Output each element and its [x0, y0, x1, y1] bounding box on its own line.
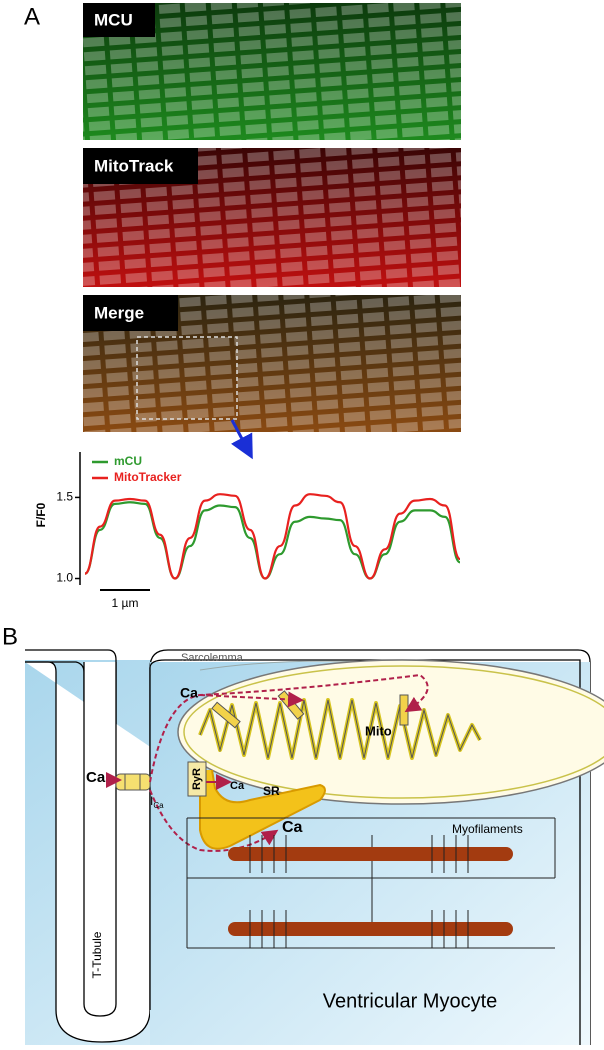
mcu-channel — [399, 694, 409, 726]
label-box — [83, 295, 178, 331]
image-label: MCU — [94, 10, 133, 29]
panel-label: B — [2, 623, 18, 650]
mcu-channel — [211, 701, 241, 729]
t-tubule-lumen — [84, 662, 116, 1012]
diagram-label: Mito — [365, 723, 392, 738]
line-chart: F/F0 1 µm 1.0 1.5 mCU MitoTracker — [34, 452, 462, 610]
diagram-label: ICa — [150, 794, 164, 810]
diagram-label: SR — [263, 784, 280, 798]
zoom-arrow — [230, 419, 253, 460]
filament-ticks — [249, 835, 469, 948]
thick-filament — [228, 847, 513, 861]
l-type-channel — [115, 773, 151, 791]
sarcoplasmic-reticulum — [199, 769, 326, 850]
t-tubule-wall — [83, 662, 117, 1017]
label-box — [83, 148, 198, 184]
scale-bar-label: 1 µm — [112, 596, 139, 610]
ica-subscript: Ca — [153, 801, 164, 810]
y-tick-label: 1.0 — [56, 571, 73, 585]
diagram-label: Ca — [86, 769, 106, 786]
ryr-box — [187, 761, 207, 797]
diagram-label: Ca — [180, 685, 198, 701]
series-line — [83, 501, 462, 580]
diagram-label: Ca — [230, 780, 245, 792]
diagram-label: RyR — [191, 768, 203, 790]
diagram-label: Ca — [282, 819, 303, 836]
thick-filament — [228, 922, 513, 936]
diagram-label: Ventricular Myocyte — [323, 990, 498, 1012]
legend-label: mCU — [114, 454, 142, 468]
ca-flux — [149, 789, 279, 852]
mito-membrane — [183, 665, 604, 799]
y-axis-label: F/F0 — [34, 502, 48, 527]
y-tick-label: 1.5 — [56, 490, 73, 504]
cristae-edge — [199, 699, 481, 759]
legend-label: MitoTracker — [114, 470, 182, 484]
thin-filaments — [249, 835, 469, 948]
diagram-label: T-Tubule — [90, 931, 104, 978]
sarcolemma — [149, 659, 581, 1045]
diagram-label: Myofilaments — [452, 822, 523, 836]
diagram-label: Sarcolemma — [181, 652, 244, 664]
series-line — [83, 493, 462, 580]
label-box — [83, 3, 155, 37]
ica-label: I — [150, 794, 153, 808]
sarcomere-frame — [186, 817, 556, 949]
panel-label: A — [24, 3, 40, 30]
ca-flux — [149, 673, 429, 783]
zoom-box — [136, 336, 238, 420]
image-label: MitoTrack — [94, 156, 174, 175]
image-label: Merge — [94, 303, 144, 322]
ca-flux — [199, 691, 304, 708]
